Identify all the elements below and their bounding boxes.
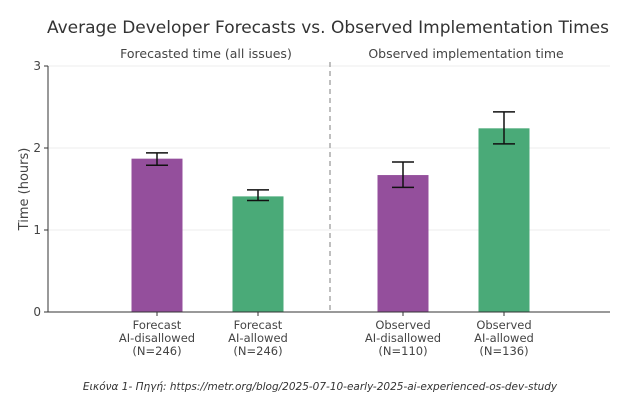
x-tick-label: Observed AI-allowed (N=136) bbox=[474, 318, 534, 358]
x-tick-label-line: AI-disallowed bbox=[365, 331, 441, 345]
x-tick-label-line: AI-allowed bbox=[474, 331, 534, 345]
x-tick-label: Observed AI-disallowed (N=110) bbox=[365, 318, 441, 358]
y-tick-label: 1 bbox=[33, 223, 41, 237]
bar bbox=[232, 196, 284, 312]
x-tick-label-line: (N=246) bbox=[233, 344, 282, 358]
y-tick-label: 2 bbox=[33, 141, 41, 155]
chart-title: Average Developer Forecasts vs. Observed… bbox=[47, 18, 609, 38]
y-tick-label: 3 bbox=[33, 59, 41, 73]
x-tick-label: Forecast AI-disallowed (N=246) bbox=[119, 318, 195, 358]
x-tick-label-line: Forecast bbox=[234, 318, 283, 332]
x-tick-label-line: Observed bbox=[476, 318, 531, 332]
y-axis-label: Time (hours) bbox=[17, 148, 32, 232]
panel-title-forecast: Forecasted time (all issues) bbox=[120, 46, 292, 61]
bar bbox=[131, 158, 183, 312]
bar bbox=[478, 128, 530, 312]
x-tick-label-line: AI-disallowed bbox=[119, 331, 195, 345]
x-tick-label: Forecast AI-allowed (N=246) bbox=[228, 318, 288, 358]
bar-chart: Average Developer Forecasts vs. Observed… bbox=[17, 18, 610, 358]
figure-caption: Εικόνα 1- Πηγή: https://metr.org/blog/20… bbox=[82, 381, 558, 393]
x-tick-label-line: (N=110) bbox=[378, 344, 427, 358]
x-tick-label-line: AI-allowed bbox=[228, 331, 288, 345]
x-tick-label-line: Observed bbox=[375, 318, 430, 332]
x-tick-label-line: (N=136) bbox=[479, 344, 528, 358]
panel-title-observed: Observed implementation time bbox=[368, 46, 564, 61]
x-tick-label-line: Forecast bbox=[133, 318, 182, 332]
bar bbox=[377, 175, 429, 312]
x-tick-label-line: (N=246) bbox=[132, 344, 181, 358]
y-tick-label: 0 bbox=[33, 305, 41, 319]
